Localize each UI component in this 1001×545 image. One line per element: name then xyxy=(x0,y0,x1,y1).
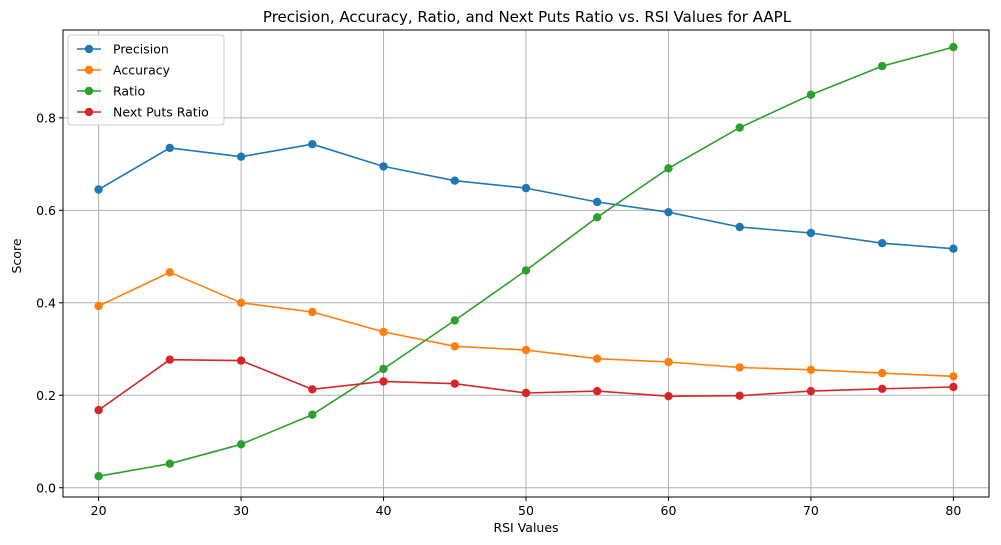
legend-item: Ratio xyxy=(77,84,145,99)
legend-marker xyxy=(84,65,94,75)
data-point xyxy=(379,327,388,337)
x-tick-label: 20 xyxy=(91,503,107,518)
data-point xyxy=(379,162,388,171)
data-point xyxy=(94,185,103,194)
y-tick-label: 0.2 xyxy=(36,388,56,403)
data-point xyxy=(165,459,174,468)
data-point xyxy=(450,342,459,351)
x-tick-label: 30 xyxy=(233,503,249,518)
legend: Precision Accuracy Ratio Next Puts Ratio xyxy=(67,34,225,126)
data-point xyxy=(949,42,958,52)
data-point xyxy=(664,357,673,367)
legend-marker xyxy=(84,44,94,54)
y-tick-label: 0.0 xyxy=(36,480,56,495)
y-tick-label: 0.4 xyxy=(36,295,56,310)
series-layer xyxy=(94,42,958,481)
chart-title: Precision, Accuracy, Ratio, and Next Put… xyxy=(263,8,792,26)
data-point xyxy=(806,386,816,396)
y-axis-label: Score xyxy=(9,238,24,273)
data-point xyxy=(450,379,459,388)
data-point xyxy=(735,391,744,400)
data-point xyxy=(236,356,246,365)
data-point xyxy=(379,364,388,374)
x-tick-label: 80 xyxy=(945,503,961,518)
data-point xyxy=(593,386,602,396)
legend-label: Next Puts Ratio xyxy=(113,105,209,120)
data-point xyxy=(735,222,744,232)
legend-label: Accuracy xyxy=(113,63,171,78)
legend-item: Next Puts Ratio xyxy=(77,105,209,120)
data-point xyxy=(593,213,602,222)
data-point xyxy=(308,385,317,394)
data-point xyxy=(593,354,602,363)
data-point xyxy=(236,440,246,449)
data-point xyxy=(949,382,958,392)
series-accuracy xyxy=(94,268,958,381)
y-tick-label: 0.6 xyxy=(36,203,56,218)
data-point xyxy=(521,388,531,398)
data-point xyxy=(308,410,317,419)
data-point xyxy=(878,384,887,393)
axis-ticks: 20 30 40 50 60 70 80 0.0 0.2 0.4 0.6 0.8 xyxy=(36,110,961,518)
data-point xyxy=(308,307,317,317)
data-point xyxy=(94,405,103,415)
legend-item: Accuracy xyxy=(77,63,171,78)
y-tick-label: 0.8 xyxy=(36,110,56,125)
data-point xyxy=(664,392,673,401)
series-next-puts-ratio xyxy=(94,355,958,415)
data-point xyxy=(450,176,459,185)
data-point xyxy=(806,90,816,99)
data-point xyxy=(165,268,174,277)
data-point xyxy=(521,266,531,275)
legend-box xyxy=(67,34,225,126)
legend-item: Precision xyxy=(77,42,169,57)
data-point xyxy=(236,298,246,307)
data-point xyxy=(308,140,317,149)
data-point xyxy=(521,345,531,355)
data-point xyxy=(878,61,887,71)
data-point xyxy=(664,164,673,173)
data-point xyxy=(664,208,673,217)
x-tick-label: 60 xyxy=(661,503,677,518)
series-precision xyxy=(94,140,958,253)
x-axis-label: RSI Values xyxy=(493,520,558,535)
data-point xyxy=(450,316,459,325)
legend-label: Precision xyxy=(113,42,169,57)
data-point xyxy=(593,197,602,207)
data-point xyxy=(878,368,887,378)
x-tick-label: 40 xyxy=(376,503,392,518)
data-point xyxy=(878,239,887,248)
data-point xyxy=(949,372,958,381)
series-ratio xyxy=(94,42,958,481)
data-point xyxy=(94,472,103,481)
data-point xyxy=(521,183,531,193)
x-tick-label: 50 xyxy=(518,503,534,518)
data-point xyxy=(806,228,816,238)
legend-label: Ratio xyxy=(113,84,145,99)
data-point xyxy=(165,143,174,153)
x-tick-label: 70 xyxy=(803,503,819,518)
data-point xyxy=(165,355,174,364)
data-point xyxy=(94,301,103,311)
data-point xyxy=(806,365,816,374)
data-point xyxy=(735,123,744,132)
legend-marker xyxy=(84,107,94,117)
data-point xyxy=(379,377,388,386)
legend-marker xyxy=(84,86,94,96)
data-point xyxy=(735,363,744,372)
data-point xyxy=(236,152,246,161)
data-point xyxy=(949,244,958,253)
